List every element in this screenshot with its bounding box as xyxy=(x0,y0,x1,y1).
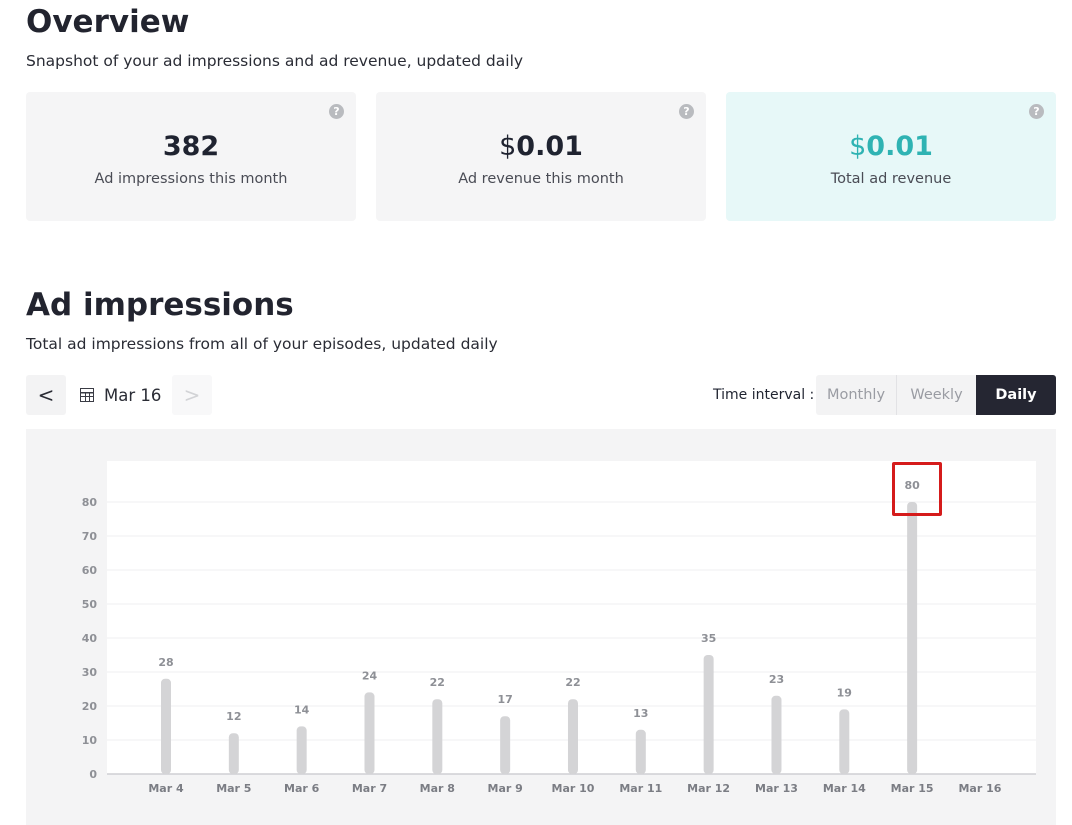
card-ad-revenue-month: ? $0.01 Ad revenue this month xyxy=(376,92,706,221)
ad-impressions-title: Ad impressions xyxy=(26,287,294,323)
data-label: 24 xyxy=(362,669,378,682)
data-label: 22 xyxy=(430,676,445,689)
data-label: 22 xyxy=(565,676,580,689)
ad-impressions-subtitle: Total ad impressions from all of your ep… xyxy=(26,335,498,353)
y-tick-label: 30 xyxy=(82,666,98,679)
time-interval-label: Time interval : xyxy=(713,387,815,403)
x-tick-label: Mar 15 xyxy=(891,782,934,795)
card-value: 382 xyxy=(162,131,220,162)
y-tick-label: 20 xyxy=(82,700,98,713)
bar xyxy=(703,655,714,774)
y-tick-label: 50 xyxy=(82,598,98,611)
x-tick-label: Mar 7 xyxy=(352,782,387,795)
y-tick-label: 40 xyxy=(82,632,98,645)
data-label: 23 xyxy=(769,673,784,686)
date-label: Mar 16 xyxy=(104,385,162,405)
highlight-annotation xyxy=(892,462,942,516)
data-label: 28 xyxy=(158,656,173,669)
bar xyxy=(907,502,918,774)
x-tick-label: Mar 8 xyxy=(420,782,455,795)
bar xyxy=(839,709,850,774)
overview-subtitle: Snapshot of your ad impressions and ad r… xyxy=(26,52,524,70)
bar xyxy=(635,729,646,774)
help-icon[interactable]: ? xyxy=(329,104,344,119)
bar xyxy=(228,733,239,774)
bar xyxy=(364,692,375,774)
calendar-icon xyxy=(80,388,94,402)
x-tick-label: Mar 13 xyxy=(755,782,798,795)
y-tick-label: 70 xyxy=(82,530,98,543)
overview-title: Overview xyxy=(26,4,190,40)
card-label: Ad impressions this month xyxy=(94,171,288,187)
x-tick-label: Mar 12 xyxy=(687,782,730,795)
bar xyxy=(771,695,782,774)
data-label: 13 xyxy=(633,707,648,720)
data-label: 35 xyxy=(701,632,716,645)
data-label: 12 xyxy=(226,710,241,723)
data-label: 19 xyxy=(837,686,852,699)
bar xyxy=(161,678,171,774)
data-label: 17 xyxy=(497,693,512,706)
interval-daily-button[interactable]: Daily xyxy=(976,375,1056,415)
bar xyxy=(567,699,578,774)
x-tick-label: Mar 6 xyxy=(284,782,320,795)
card-value: $0.01 xyxy=(849,131,933,162)
interval-weekly-button[interactable]: Weekly xyxy=(897,375,976,415)
card-value: $0.01 xyxy=(499,131,583,162)
x-tick-label: Mar 5 xyxy=(216,782,251,795)
y-tick-label: 80 xyxy=(82,496,98,509)
y-tick-label: 10 xyxy=(82,734,98,747)
y-tick-label: 60 xyxy=(82,564,98,577)
interval-monthly-button[interactable]: Monthly xyxy=(816,375,897,415)
card-ad-impressions-month: ? 382 Ad impressions this month xyxy=(26,92,356,221)
x-tick-label: Mar 14 xyxy=(823,782,866,795)
bar xyxy=(500,716,511,774)
x-tick-label: Mar 16 xyxy=(958,782,1001,795)
data-label: 80 xyxy=(904,479,920,492)
card-label: Total ad revenue xyxy=(830,171,952,187)
card-total-ad-revenue: ? $0.01 Total ad revenue xyxy=(726,92,1056,221)
card-label: Ad revenue this month xyxy=(458,171,624,187)
x-tick-label: Mar 4 xyxy=(148,782,184,795)
bar xyxy=(296,726,307,774)
x-tick-label: Mar 9 xyxy=(488,782,523,795)
help-icon[interactable]: ? xyxy=(679,104,694,119)
y-tick-label: 0 xyxy=(89,768,97,781)
x-tick-label: Mar 10 xyxy=(552,782,595,795)
data-label: 14 xyxy=(294,703,310,716)
bar xyxy=(432,699,443,774)
next-date-button[interactable]: > xyxy=(172,375,212,415)
help-icon[interactable]: ? xyxy=(1029,104,1044,119)
prev-date-button[interactable]: < xyxy=(26,375,66,415)
date-picker[interactable]: Mar 16 xyxy=(80,384,161,406)
x-tick-label: Mar 11 xyxy=(619,782,662,795)
